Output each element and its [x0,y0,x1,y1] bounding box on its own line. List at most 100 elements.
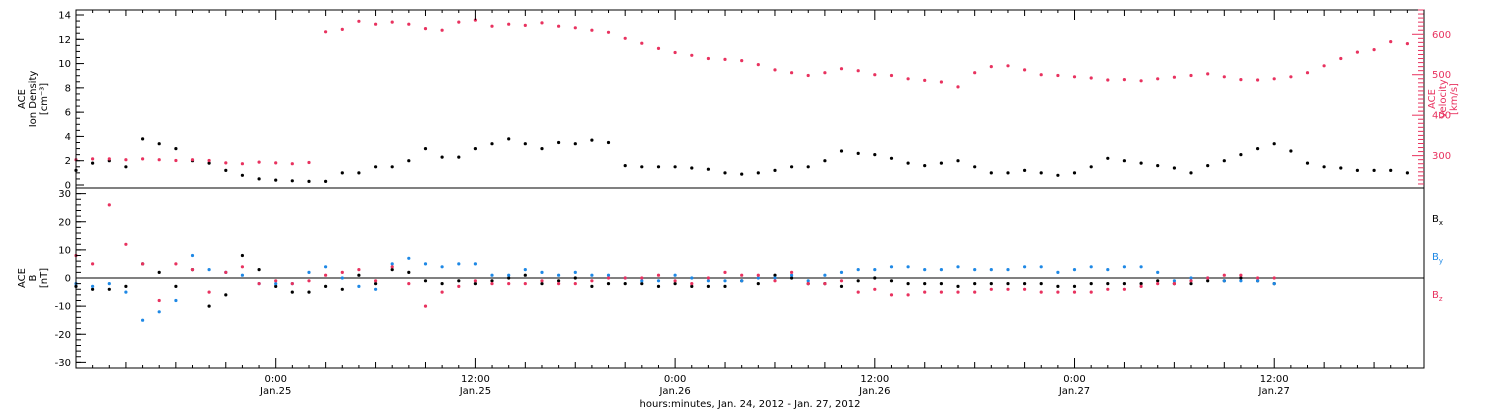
by-point [956,265,960,269]
top-right-tick-label: 400 [1432,111,1451,122]
bottom-y-tick-label: -30 [55,358,71,369]
bz-point [423,304,428,308]
bx-point [1139,282,1143,286]
x-tick-date-label: Jan.27 [1258,386,1290,397]
bz-point [141,262,145,266]
velocity-point [523,23,527,27]
by-point [989,268,993,272]
bz-point [1089,290,1093,294]
by-point [1139,265,1143,269]
x-tick-time-label: 12:00 [461,374,490,385]
bz-point [573,282,577,286]
by-point [973,268,977,272]
bz-point [507,282,511,286]
bz-point [1206,276,1210,280]
velocity-point [457,20,461,24]
bx-point [157,270,161,274]
bz-point [324,273,328,277]
bx-point [673,282,677,286]
velocity-point [773,68,777,72]
by-point [740,279,744,283]
density-point [1372,168,1376,172]
by-point [507,273,511,277]
velocity-point [623,36,627,40]
bx-point [257,268,261,272]
by-point [939,268,944,272]
by-point [174,298,178,303]
top-left-tick-label: 2 [65,156,71,167]
velocity-point [873,73,877,77]
x-tick-time-label: 12:00 [1260,374,1289,385]
velocity-point [423,27,428,31]
density-point [656,165,661,169]
density-point [573,142,577,146]
bottom-y-tick-label: 20 [58,217,71,228]
bz-point [973,290,977,294]
by-point [923,268,927,272]
velocity-point [190,158,195,162]
velocity-point [141,157,145,161]
bx-point [207,304,211,308]
density-point [407,159,411,163]
velocity-point [1339,56,1343,61]
velocity-point [1122,78,1126,82]
by-point [873,268,877,272]
bz-point [856,290,860,294]
bz-point [357,268,361,272]
density-point [1389,168,1393,172]
density-point [606,140,611,145]
axis-title-line: Velocity [1438,79,1449,118]
by-point [723,279,727,283]
density-point [989,171,993,175]
density-point [141,137,145,141]
bz-point [540,279,544,283]
velocity-point [174,158,178,163]
velocity-point [473,18,477,22]
by-point [856,268,860,272]
bz-point [274,279,278,283]
density-point [773,168,777,172]
velocity-point [590,28,594,32]
bx-point [91,287,95,291]
bx-point [906,282,910,286]
by-point [324,265,328,269]
bx-point [423,279,428,283]
bx-point [873,276,877,280]
bz-point [407,282,411,286]
bx-point [340,287,344,291]
velocity-point [274,161,278,165]
velocity-point [823,71,827,75]
bx-point [889,279,894,283]
top-left-tick-label: 14 [58,11,71,22]
bz-point [1023,287,1027,291]
bx-point [1006,282,1010,286]
velocity-point [1206,72,1210,76]
bottom-by-points [74,253,1276,322]
density-point [973,165,977,169]
by-point [640,279,644,283]
top-left-tick-label: 6 [65,108,71,119]
by-point [1072,268,1077,272]
density-point [1039,171,1043,175]
bz-point [1039,290,1043,294]
bz-point [1239,273,1243,277]
density-point [923,164,927,168]
bz-point [873,287,877,291]
bz-point [706,276,711,280]
axis-title-line: Ion Density [28,71,39,128]
density-point [507,137,511,141]
bx-point [457,279,461,283]
bz-point [606,276,611,280]
bx-point [723,284,727,288]
bx-point [407,270,411,274]
velocity-point [340,27,344,31]
density-point [523,142,527,146]
top-left-tick-label: 0 [65,181,71,192]
by-point [1039,265,1043,269]
axis-title-line: B [28,274,39,281]
axis-title-line: [km/s] [1449,83,1460,115]
by-point [457,262,461,266]
velocity-point [1139,79,1143,83]
by-point [906,265,910,269]
